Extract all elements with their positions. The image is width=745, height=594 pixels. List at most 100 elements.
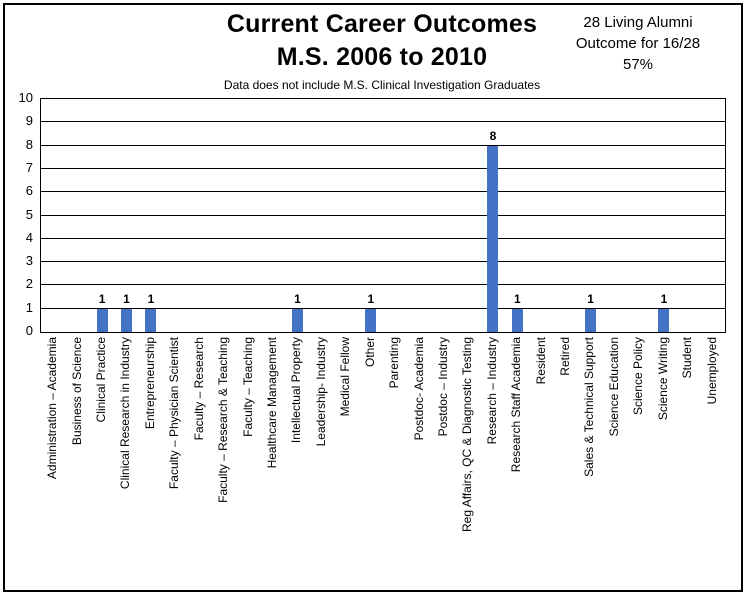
x-category-cell: Healthcare Management [260, 337, 284, 585]
x-category-label-postdoc-academia: Postdoc- Academia [411, 337, 426, 441]
x-category-label-administration-academia: Administration – Academia [45, 337, 60, 480]
y-tick-label-7: 7 [25, 159, 33, 175]
y-tick-label-10: 10 [18, 90, 33, 105]
y-tick-label-5: 5 [25, 206, 33, 222]
annotation-outcome-percent: 57% [622, 56, 654, 73]
x-category-label-science-writing: Science Writing [655, 337, 670, 421]
x-category-label-research-staff-academia: Research Staff Academia [509, 337, 524, 473]
x-category-cell: Clinical Research in Industry [113, 337, 137, 585]
x-axis-labels: Administration – Academia Business of Sci… [40, 337, 724, 585]
bar-value-label: 8 [489, 128, 497, 143]
x-category-label-science-education: Science Education [606, 337, 621, 437]
x-category-label-reg-affairs-qc-diagnostic-testing: Reg Affairs, QC & Diagnostic Testing [460, 337, 475, 532]
alumni-annotation: 28 Living Alumni Outcome for 16/28 57% [548, 12, 728, 75]
plot-area: 1 1 1 1 1 8 1 1 1 [40, 98, 726, 333]
x-category-cell: Other [357, 337, 381, 585]
x-category-label-faculty-physician-scientist: Faculty – Physician Scientist [167, 337, 182, 490]
gridline-y3 [41, 261, 725, 263]
x-category-label-other: Other [362, 337, 377, 368]
gridline-y2 [41, 284, 725, 286]
y-axis: 0 1 2 3 4 5 6 7 8 9 10 [0, 90, 33, 338]
bar-value-label: 1 [660, 291, 668, 306]
bar-value-label: 1 [587, 291, 594, 306]
x-category-label-intellectual-property: Intellectual Property [289, 337, 304, 444]
x-category-label-faculty-research-teaching: Faculty – Research & Teaching [216, 337, 231, 503]
x-category-label-postdoc-industry: Postdoc – Industry [435, 337, 450, 437]
y-tick-label-3: 3 [25, 253, 33, 269]
x-category-cell: Reg Affairs, QC & Diagnostic Testing [455, 337, 479, 585]
x-category-label-medical-fellow: Medical Fellow [338, 337, 353, 417]
x-category-cell: Resident [528, 337, 552, 585]
chart-title-block: Current Career Outcomes M.S. 2006 to 201… [40, 8, 724, 74]
x-category-cell: Sales & Technical Support [577, 337, 601, 585]
x-category-cell: Intellectual Property [284, 337, 308, 585]
x-category-cell: Faculty – Research [187, 337, 211, 585]
x-category-cell: Administration – Academia [40, 337, 64, 585]
x-category-cell: Faculty – Teaching [235, 337, 259, 585]
bar-entrepreneurship [145, 308, 157, 332]
x-category-cell: Leadership- Industry [309, 337, 333, 585]
x-category-cell: Science Education [602, 337, 626, 585]
chart-outer-border [3, 3, 743, 592]
chart-title-line1: Current Career Outcomes [226, 10, 538, 38]
x-category-label-clinical-research-in-industry: Clinical Research in Industry [118, 337, 133, 490]
bar-intellectual-property [292, 308, 303, 332]
bar-research-industry [487, 145, 499, 332]
bar-value-label: 1 [98, 291, 106, 306]
x-category-label-unemployed: Unemployed [704, 337, 719, 405]
bar-sales-technical-support [585, 308, 597, 332]
y-tick-label-0: 0 [25, 323, 33, 338]
x-category-cell: Postdoc – Industry [431, 337, 455, 585]
x-category-label-faculty-research: Faculty – Research [191, 337, 206, 441]
x-category-cell: Retired [553, 337, 577, 585]
y-tick-label-4: 4 [25, 229, 33, 245]
x-category-cell: Clinical Practice [89, 337, 113, 585]
bar-value-label: 1 [514, 291, 521, 306]
y-tick-label-8: 8 [25, 136, 33, 152]
annotation-living-alumni: 28 Living Alumni [583, 14, 693, 31]
x-category-label-faculty-teaching: Faculty – Teaching [240, 337, 255, 437]
x-category-label-sales-technical-support: Sales & Technical Support [582, 337, 597, 477]
gridline-y6 [41, 191, 725, 193]
bar-value-label: 1 [367, 291, 375, 306]
bar-value-label: 1 [123, 291, 130, 306]
x-category-cell: Medical Fellow [333, 337, 357, 585]
x-category-label-entrepreneurship: Entrepreneurship [142, 337, 157, 430]
y-tick-label-9: 9 [25, 113, 33, 129]
y-tick-label-6: 6 [25, 183, 33, 199]
x-category-cell: Business of Science [64, 337, 88, 585]
x-category-cell: Parenting [382, 337, 406, 585]
x-category-cell: Faculty – Physician Scientist [162, 337, 186, 585]
x-category-label-student: Student [680, 337, 695, 379]
x-category-cell: Science Policy [626, 337, 650, 585]
bar-other [365, 308, 377, 332]
x-category-cell: Science Writing [651, 337, 675, 585]
annotation-outcome-count: Outcome for 16/28 [575, 35, 701, 52]
x-category-label-leadership-industry: Leadership- Industry [313, 337, 328, 447]
x-category-cell: Entrepreneurship [138, 337, 162, 585]
chart-subtitle: Data does not include M.S. Clinical Inve… [223, 78, 541, 92]
x-category-cell: Student [675, 337, 699, 585]
y-tick-label-1: 1 [25, 299, 33, 315]
chart-title-line2: M.S. 2006 to 2010 [276, 43, 488, 71]
gridline-y9 [41, 121, 725, 123]
x-category-label-science-policy: Science Policy [631, 337, 646, 416]
gridline-y5 [41, 214, 725, 216]
x-category-cell: Faculty – Research & Teaching [211, 337, 235, 585]
x-category-label-resident: Resident [533, 337, 548, 385]
bar-research-staff-academia [511, 308, 523, 332]
x-category-label-parenting: Parenting [387, 337, 402, 389]
bar-clinical-practice [96, 308, 108, 332]
x-category-cell: Postdoc- Academia [406, 337, 430, 585]
gridline-y8 [41, 144, 725, 146]
gridline-y7 [41, 167, 725, 169]
bar-clinical-research-in-industry [121, 308, 132, 332]
x-category-cell: Research Staff Academia [504, 337, 528, 585]
gridline-y4 [41, 237, 725, 239]
bar-value-label: 1 [147, 291, 155, 306]
x-category-label-clinical-practice: Clinical Practice [94, 337, 109, 423]
x-category-label-research-industry: Research – Industry [484, 337, 499, 445]
x-category-label-retired: Retired [558, 337, 573, 376]
gridline-y1 [41, 307, 725, 309]
